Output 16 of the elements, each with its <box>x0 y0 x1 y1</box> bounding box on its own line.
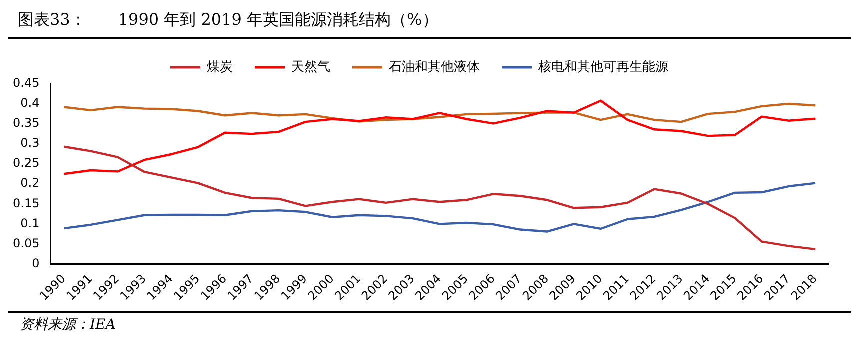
y-tick-label: 0.4 <box>20 96 40 110</box>
legend-label: 煤炭 <box>207 60 233 75</box>
y-tick-label: 0.25 <box>13 156 40 170</box>
legend-label: 石油和其他液体 <box>389 60 480 75</box>
y-tick-label: 0 <box>32 256 40 270</box>
y-tick-label: 0.2 <box>20 176 40 190</box>
y-tick-label: 0.1 <box>20 216 40 230</box>
y-tick-label: 0.3 <box>20 136 40 150</box>
legend-label: 天然气 <box>292 60 330 75</box>
y-tick-label: 0.45 <box>13 76 40 90</box>
y-tick-label: 0.35 <box>13 116 40 130</box>
legend-label: 核电和其他可再生能源 <box>538 60 668 75</box>
text: 资料来源：IEA <box>8 311 851 337</box>
y-tick-label: 0.15 <box>13 196 40 210</box>
y-tick-label: 0.05 <box>13 236 40 250</box>
chart-title: 图表33： 1990 年到 2019 年英国能源消耗结构（%） <box>8 6 851 39</box>
